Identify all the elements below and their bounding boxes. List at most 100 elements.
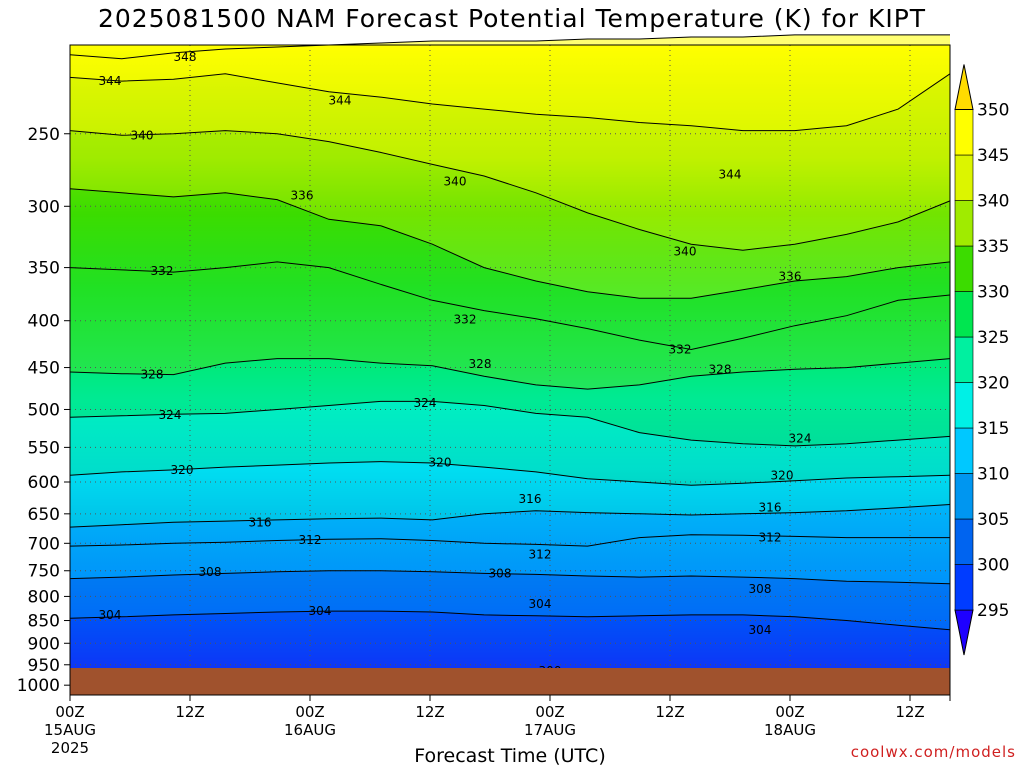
contour-label: 348: [174, 50, 197, 64]
colorbar-segment: [954, 564, 974, 611]
y-tick-label: 500: [28, 400, 60, 420]
y-tick-label: 950: [28, 656, 60, 676]
fill-band-348: [70, 34, 950, 131]
y-tick-label: 650: [28, 505, 60, 525]
colorbar-segment: [954, 473, 974, 520]
colorbar-segment: [954, 154, 974, 201]
colorbar-label: 315: [977, 419, 1009, 439]
contour-label: 328: [469, 357, 492, 371]
contour-328: [69, 358, 951, 390]
contour-label: 332: [454, 313, 477, 327]
y-tick-label: 700: [28, 534, 60, 554]
contour-label: 328: [141, 368, 164, 382]
colorbar-segment: [954, 245, 974, 292]
contour-label: 312: [759, 531, 782, 545]
x-tick-date: 16AUG: [284, 721, 336, 739]
contour-label: 304: [309, 604, 332, 618]
colorbar-segment: [954, 382, 974, 429]
contour-label: 320: [171, 463, 194, 477]
contour-label: 304: [749, 623, 772, 637]
contour-label: 316: [519, 492, 542, 506]
fill-band-340: [70, 130, 950, 299]
gridlines: [70, 45, 950, 686]
y-tick-label: 400: [28, 312, 60, 332]
y-tick-label: 850: [28, 612, 60, 632]
x-tick-label: 12Z: [655, 703, 684, 721]
y-tick-label: 350: [28, 259, 60, 279]
y-tick-label: 1000: [17, 676, 60, 696]
y-tick-label: 800: [28, 587, 60, 607]
y-axis: 2503003504004505005506006507007508008509…: [17, 125, 70, 696]
contour-316: [69, 504, 951, 528]
colorbar-label: 325: [977, 328, 1009, 348]
contour-label: 324: [414, 396, 437, 410]
contour-label: 332: [669, 342, 692, 356]
fill-band-308: [70, 570, 950, 630]
contour-label: 336: [779, 270, 802, 284]
contour-324: [69, 400, 951, 447]
colorbar-segment: [954, 109, 974, 156]
fill-band-320: [70, 461, 950, 528]
fill-band-316: [70, 504, 950, 547]
colorbar-label: 345: [977, 146, 1009, 166]
contour-label: 324: [159, 408, 182, 422]
colorbar-segment: [954, 291, 974, 338]
contour-label: 344: [719, 168, 742, 182]
contour-label: 332: [151, 264, 174, 278]
fill-band-304: [70, 611, 950, 668]
colorbar-label: 310: [977, 465, 1009, 485]
y-tick-label: 600: [28, 473, 60, 493]
contour-336: [69, 188, 951, 299]
contour-label: 316: [249, 515, 272, 529]
contour-344: [69, 73, 951, 132]
y-tick-label: 250: [28, 125, 60, 145]
ground-surface: [70, 668, 950, 695]
x-tick-label: 12Z: [415, 703, 444, 721]
colorbar: 295 300 305 310 315 320 325 330 335 340 345 350: [954, 64, 1009, 656]
contour-label: 320: [771, 468, 794, 482]
colorbar-segment: [954, 200, 974, 247]
contour-label: 316: [759, 501, 782, 515]
contour-label: 304: [99, 608, 122, 622]
contour-label: 324: [789, 432, 812, 446]
contour-lines: [69, 34, 951, 631]
fill-band-328: [70, 358, 950, 446]
colorbar-high-arrow: [954, 64, 974, 110]
colorbar-label: 335: [977, 237, 1009, 257]
x-tick-year: 2025: [51, 739, 89, 757]
contour-label: 344: [329, 94, 352, 108]
x-tick-label: 00Z: [775, 703, 804, 721]
colorbar-low-arrow: [954, 609, 974, 656]
contour-label: 344: [99, 74, 122, 88]
contour-label: 340: [444, 175, 467, 189]
fill-band-332: [70, 261, 950, 390]
y-tick-label: 550: [28, 438, 60, 458]
x-tick-label: 12Z: [175, 703, 204, 721]
colorbar-segment: [954, 336, 974, 383]
contour-332: [69, 261, 951, 351]
colorbar-label: 340: [977, 192, 1009, 212]
x-tick-date: 15AUG: [44, 721, 96, 739]
y-tick-label: 300: [28, 197, 60, 217]
colorbar-label: 320: [977, 374, 1009, 394]
contour-304: [69, 610, 951, 631]
fill-band-336: [70, 188, 950, 350]
contour-label: 336: [291, 189, 314, 203]
x-axis-label: Forecast Time (UTC): [414, 745, 606, 767]
x-tick-date: 17AUG: [524, 721, 576, 739]
x-tick-label: 00Z: [55, 703, 84, 721]
contour-label: 308: [199, 565, 222, 579]
contour-label: 312: [299, 533, 322, 547]
x-tick-label: 00Z: [295, 703, 324, 721]
chart-title: 2025081500 NAM Forecast Potential Temper…: [97, 4, 927, 33]
contour-label: 308: [749, 582, 772, 596]
colorbar-label: 295: [977, 601, 1009, 621]
contour-320: [69, 461, 951, 486]
contour-label: 340: [674, 244, 697, 258]
contour-label: 328: [709, 362, 732, 376]
x-tick-date: 18AUG: [764, 721, 816, 739]
colorbar-segment: [954, 518, 974, 565]
x-tick-label: 12Z: [895, 703, 924, 721]
